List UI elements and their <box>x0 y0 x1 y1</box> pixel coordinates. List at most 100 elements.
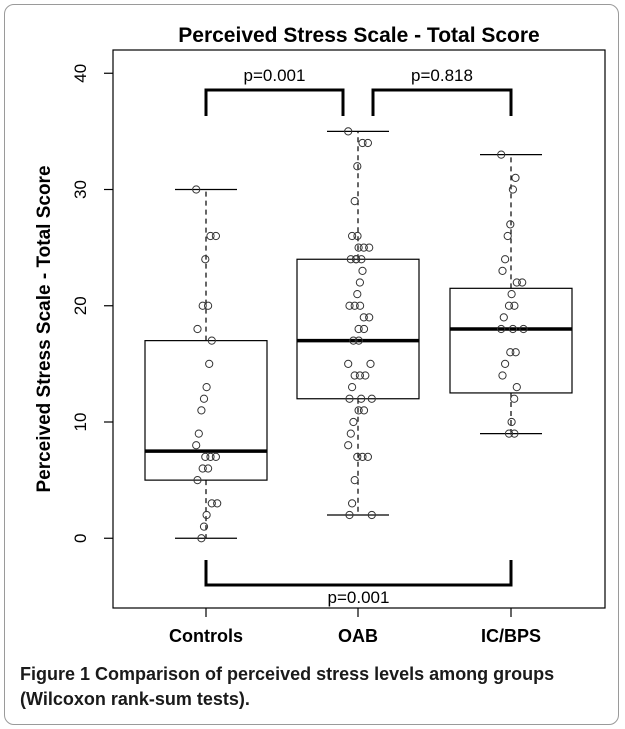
data-point <box>201 452 210 461</box>
data-point <box>498 266 507 275</box>
data-point <box>344 127 353 136</box>
y-axis-label: Perceived Stress Scale - Total Score <box>34 165 55 492</box>
data-point <box>345 301 354 310</box>
data-point <box>350 301 359 310</box>
p-value-label: p=0.001 <box>244 66 306 85</box>
figure-label: Figure 1 <box>20 664 91 684</box>
box-plot-chart: Perceived Stress Scale - Total Score 0 10 2… <box>34 24 606 646</box>
data-point <box>194 429 203 438</box>
data-point <box>193 324 202 334</box>
data-point <box>197 534 206 543</box>
data-point <box>359 243 368 252</box>
data-point <box>199 522 209 531</box>
data-point <box>512 383 521 392</box>
data-point <box>192 441 201 450</box>
data-point <box>508 324 518 334</box>
data-point <box>197 406 206 415</box>
data-point <box>348 499 357 508</box>
data-point <box>207 336 216 345</box>
data-point <box>202 510 211 520</box>
data-point <box>353 290 362 299</box>
data-point <box>356 301 365 310</box>
data-point <box>511 348 520 357</box>
data-point <box>507 417 516 427</box>
data-point <box>346 255 355 264</box>
significance-bracket <box>371 88 513 116</box>
data-point <box>206 452 215 461</box>
data-point <box>206 231 215 241</box>
data-point <box>510 394 519 403</box>
data-point <box>349 336 358 345</box>
p-value-label: p=0.818 <box>411 66 473 85</box>
data-point <box>207 499 216 508</box>
data-point <box>510 301 519 310</box>
data-point <box>512 278 521 287</box>
data-point <box>363 138 372 148</box>
data-point <box>198 464 207 473</box>
data-point <box>354 324 363 334</box>
data-point <box>193 476 202 485</box>
data-point <box>355 371 364 380</box>
data-point <box>518 278 527 287</box>
data-point <box>201 255 210 264</box>
x-tick-label-icbps: IC/BPS <box>481 626 541 646</box>
data-point <box>348 383 357 392</box>
data-point <box>345 394 354 403</box>
data-point <box>497 150 506 159</box>
data-point <box>357 394 366 403</box>
data-point <box>354 406 363 415</box>
data-point <box>346 429 355 438</box>
data-point <box>358 266 367 275</box>
data-point <box>213 499 222 508</box>
significance-bracket <box>204 560 513 587</box>
data-point <box>353 162 362 171</box>
data-point <box>365 243 374 252</box>
y-tick-label: 30 <box>71 180 90 199</box>
data-point <box>498 371 507 380</box>
x-tick-label-oab: OAB <box>338 626 378 646</box>
data-point <box>501 255 510 264</box>
data-point <box>354 336 363 345</box>
y-tick-label: 0 <box>71 534 90 543</box>
data-point <box>350 197 359 206</box>
data-point <box>204 464 213 473</box>
data-point <box>506 348 515 357</box>
data-point <box>359 406 369 415</box>
data-point <box>345 510 354 520</box>
y-tick-label: 40 <box>71 64 90 83</box>
data-point <box>355 278 364 287</box>
data-point <box>192 185 201 194</box>
data-point <box>499 313 508 322</box>
data-point <box>367 510 376 520</box>
x-tick-label-controls: Controls <box>169 626 243 646</box>
data-point <box>204 301 213 310</box>
y-tick-label: 20 <box>71 296 90 315</box>
data-point <box>501 359 510 368</box>
data-point <box>348 231 357 241</box>
data-point <box>344 441 353 450</box>
data-point <box>359 324 369 334</box>
data-point <box>365 313 374 322</box>
data-point <box>198 301 207 310</box>
data-point <box>519 324 528 334</box>
data-point <box>511 173 520 182</box>
data-point <box>211 452 220 461</box>
data-point <box>506 220 515 229</box>
data-point <box>508 185 518 194</box>
data-point <box>504 429 514 438</box>
data-point <box>353 231 362 241</box>
data-point <box>359 313 368 322</box>
data-point <box>510 429 519 438</box>
data-point <box>504 301 514 310</box>
data-point <box>211 231 220 241</box>
data-point <box>497 324 506 334</box>
p-value-label: p=0.001 <box>328 588 390 607</box>
y-tick-label: 10 <box>71 413 90 432</box>
chart-title: Perceived Stress Scale - Total Score <box>178 24 539 47</box>
figure-caption: Figure 1 Comparison of perceived stress … <box>20 662 610 712</box>
data-point <box>503 231 512 241</box>
data-point <box>363 452 372 461</box>
data-point <box>205 359 214 368</box>
data-point <box>354 243 363 252</box>
data-point <box>358 452 367 461</box>
